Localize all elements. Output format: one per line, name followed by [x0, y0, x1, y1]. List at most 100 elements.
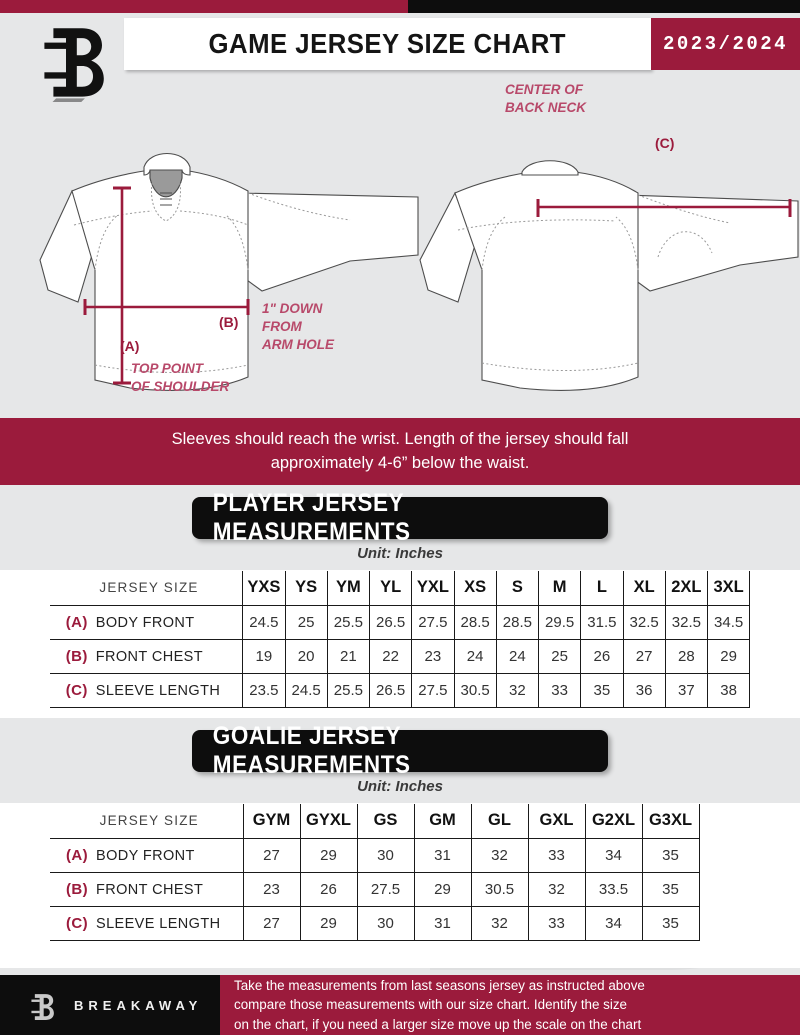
measurement-cell: 27 [242, 905, 301, 941]
measurement-cell: 23 [411, 638, 455, 674]
footer-brand: BREAKAWAY [0, 975, 220, 1035]
measurement-cell: 24.5 [242, 604, 286, 640]
measurement-cell: 34.5 [706, 604, 751, 640]
measurement-cell: 29.5 [537, 604, 582, 640]
label-b-note-line1: 1" DOWN [262, 301, 323, 316]
measurement-cell: 37 [664, 672, 709, 708]
top-accent-bar-maroon [0, 0, 408, 13]
jersey-size-header: JERSEY SIZE [49, 571, 244, 606]
measurement-cell: 35 [580, 672, 624, 708]
measurement-cell: 29 [706, 638, 751, 674]
measurement-cell: 27.5 [411, 672, 455, 708]
measurement-cell: 30 [356, 905, 415, 941]
measurement-cell: 25 [537, 638, 582, 674]
size-column-header: S [495, 571, 540, 606]
measurement-cell: 28.5 [453, 604, 497, 640]
measurement-tag: (C) [65, 914, 88, 932]
measurement-cell: 25.5 [326, 604, 371, 640]
table-row: (C) SLEEVE LENGTH 27 29 30 31 32 33 34 35 [50, 905, 750, 941]
size-column-header: M [537, 571, 582, 606]
size-column-header: G3XL [641, 804, 700, 839]
label-a-note: TOP POINT OF SHOULDER [131, 360, 229, 396]
center-back-neck-line1: CENTER OF [505, 82, 584, 97]
jersey-diagram-area: (A) TOP POINT OF SHOULDER (B) 1" DOWN FR… [0, 75, 800, 418]
measurement-tag: (B) [65, 880, 88, 898]
table-header-row: JERSEY SIZE GYM GYXL GS GM GL GXL G2XL G3XL [50, 804, 750, 839]
measurement-cell: 24 [495, 638, 540, 674]
sleeve-note-line1: Sleeves should reach the wrist. Length o… [171, 430, 629, 449]
measurement-cell: 28 [664, 638, 709, 674]
measurement-cell: 28.5 [495, 604, 540, 640]
table-row: (A) BODY FRONT 24.5 25 25.5 26.5 27.5 28.5 28.5 2… [49, 604, 751, 640]
season-badge-text: 2023/2024 [662, 33, 789, 55]
goalie-section-title-text: GOALIE JERSEY MEASUREMENTS [212, 722, 411, 779]
player-section-head: PLAYER JERSEY MEASUREMENTS Unit: Inches [0, 485, 800, 570]
page-footer: BREAKAWAY Take the measurements from las… [0, 975, 800, 1035]
table-row: (B) FRONT CHEST 23 26 27.5 29 30.5 32 33.5 35 [50, 871, 750, 907]
measurement-cell: 25.5 [326, 672, 371, 708]
measurement-cell: 30.5 [453, 672, 497, 708]
measurement-cell: 35 [641, 871, 700, 907]
jersey-back-diagram [419, 160, 799, 392]
page-header: GAME JERSEY SIZE CHART 2023/2024 [0, 13, 800, 102]
label-b-note-line3: ARM HOLE [262, 337, 334, 353]
label-a-marker: (A) [120, 338, 140, 354]
measurement-row-label: (B) FRONT CHEST [50, 871, 244, 907]
measurement-cell: 26 [580, 638, 624, 674]
measurement-cell: 27 [242, 837, 301, 873]
center-back-neck-note: CENTER OF BACK NECK [505, 81, 586, 117]
size-column-header: XL [622, 571, 666, 606]
measurement-tag: (B) [65, 647, 88, 665]
jersey-size-header: JERSEY SIZE [50, 804, 244, 839]
size-column-header: L [580, 571, 624, 606]
table-header-row: JERSEY SIZE YXS YS YM YL YXL XS S M L XL 2XL 3XL [49, 571, 751, 606]
measurement-cell: 23 [242, 871, 301, 907]
page-title: GAME JERSEY SIZE CHART [124, 18, 651, 70]
measurement-cell: 29 [413, 871, 472, 907]
table-spacer-cell [699, 872, 750, 906]
player-jersey-section: PLAYER JERSEY MEASUREMENTS Unit: Inches … [0, 485, 800, 725]
measurement-cell: 34 [584, 837, 643, 873]
measurement-row-label: (A) BODY FRONT [50, 837, 244, 873]
measurement-cell: 32 [495, 672, 540, 708]
measurement-row-label: (A) BODY FRONT [49, 604, 244, 640]
size-column-header: GYM [242, 804, 301, 839]
size-column-header: GXL [527, 804, 586, 839]
measurement-cell: 35 [641, 837, 700, 873]
breakaway-b-logo-icon [44, 28, 104, 102]
measurement-cell: 23.5 [242, 672, 286, 708]
measurement-row-label: (C) SLEEVE LENGTH [50, 905, 244, 941]
measurement-cell: 29 [299, 837, 358, 873]
measurement-tag: (A) [65, 613, 88, 631]
player-unit-label: Unit: Inches [357, 545, 443, 562]
size-column-header: GM [413, 804, 472, 839]
size-column-header: GS [356, 804, 415, 839]
footer-line3: on the chart, if you need a larger size … [234, 1016, 642, 1032]
season-badge: 2023/2024 [651, 18, 800, 70]
footer-wordmark: BREAKAWAY [74, 997, 203, 1013]
measurement-cell: 26.5 [368, 604, 413, 640]
measurement-row-label: (B) FRONT CHEST [49, 638, 244, 674]
size-column-header: 2XL [664, 571, 709, 606]
measurement-cell: 30.5 [470, 871, 529, 907]
measurement-cell: 32.5 [622, 604, 666, 640]
page-title-text: GAME JERSEY SIZE CHART [208, 28, 567, 59]
label-a-note-line2: OF SHOULDER [131, 379, 230, 395]
measurement-cell: 31 [413, 905, 472, 941]
measurement-cell: 26.5 [368, 672, 413, 708]
table-spacer-cell [699, 838, 750, 872]
measurement-cell: 32 [470, 837, 529, 873]
measurement-cell: 33.5 [584, 871, 643, 907]
measurement-cell: 25 [284, 604, 328, 640]
size-column-header: YL [368, 571, 413, 606]
top-accent-bar-black [408, 0, 800, 13]
size-column-header: G2XL [584, 804, 643, 839]
measurement-tag: (C) [65, 681, 88, 699]
measurement-cell: 36 [622, 672, 666, 708]
measurement-cell: 30 [356, 837, 415, 873]
label-b-note: 1" DOWN FROM ARM HOLE [262, 300, 334, 355]
breakaway-b-logo-icon [31, 994, 54, 1020]
goalie-jersey-table: JERSEY SIZE GYM GYXL GS GM GL GXL G2XL G3XL (A) BO… [50, 804, 750, 941]
size-column-header: GL [470, 804, 529, 839]
